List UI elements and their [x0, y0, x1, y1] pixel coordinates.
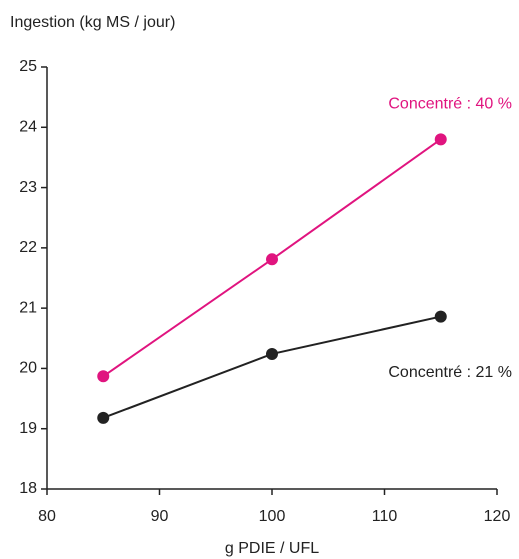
series-label: Concentré : 21 % — [388, 364, 512, 381]
y-tick-label: 18 — [19, 480, 37, 497]
data-point — [97, 411, 110, 424]
data-point — [266, 253, 278, 266]
y-tick-label: 19 — [19, 420, 37, 437]
data-point — [434, 310, 447, 323]
x-axis-title: g PDIE / UFL — [225, 540, 319, 557]
data-point — [434, 133, 447, 146]
y-tick-label: 20 — [19, 360, 37, 377]
x-tick-label: 110 — [372, 508, 398, 525]
x-tick-label: 80 — [38, 508, 56, 525]
y-tick-label: 21 — [19, 299, 37, 316]
x-tick-label: 120 — [484, 508, 511, 525]
series-label: Concentré : 40 % — [388, 96, 512, 113]
y-tick-label: 22 — [19, 239, 37, 256]
y-tick-label: 23 — [19, 179, 37, 196]
y-tick-label: 24 — [19, 119, 37, 136]
y-tick-label: 25 — [19, 58, 37, 75]
x-tick-label: 100 — [259, 508, 286, 525]
y-axis-title: Ingestion (kg MS / jour) — [10, 14, 175, 31]
x-tick-label: 90 — [151, 508, 169, 525]
data-point — [97, 370, 110, 383]
data-point — [266, 347, 278, 360]
